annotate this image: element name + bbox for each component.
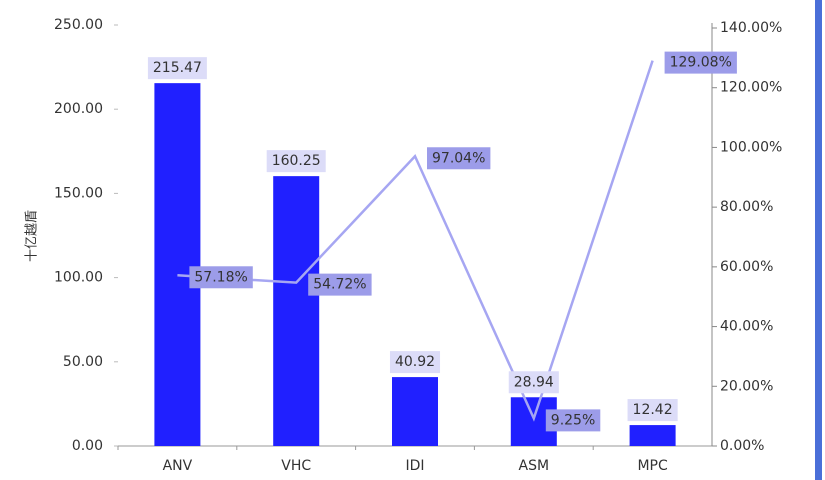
line-label: 97.04% (432, 150, 485, 166)
line-label-bg (545, 409, 601, 432)
bar-label-bg (389, 351, 441, 374)
line-label: 54.72% (313, 277, 366, 293)
bar-label-bg (627, 399, 678, 422)
y-axis-label: 十亿越盾 (25, 210, 40, 262)
y2-tick-label: 60.00% (720, 259, 773, 275)
line (177, 60, 654, 422)
y2-tick-label: 20.00% (720, 378, 773, 394)
y-tick-label: 200.00 (54, 101, 103, 117)
x-tick-label: ANV (163, 458, 193, 474)
bar-label: 28.94 (514, 374, 554, 390)
line-label-bg (308, 273, 372, 296)
line-label-bg (189, 266, 253, 289)
bar-label-bg (147, 57, 207, 80)
bar-label-bg (508, 371, 559, 394)
line-label: 57.18% (194, 269, 247, 285)
bar-label: 215.47 (153, 60, 202, 76)
line-label: 129.08% (670, 55, 732, 71)
y2-tick-label: 40.00% (720, 319, 773, 335)
bar-label: 40.92 (395, 354, 435, 370)
y2-tick-label: 140.00% (720, 20, 782, 36)
bar (273, 176, 320, 446)
x-tick-label: IDI (405, 458, 424, 474)
line-label-bg (664, 51, 737, 74)
y2-tick-label: 80.00% (720, 199, 773, 215)
line-label-bg (427, 147, 491, 170)
window-border (815, 0, 822, 480)
bar (392, 377, 438, 446)
y2-tick-label: 120.00% (720, 80, 782, 96)
bar-label: 160.25 (272, 153, 321, 169)
y2-tick-label: 0.00% (720, 438, 764, 454)
y-tick-label: 0.00 (72, 438, 103, 454)
bar-label: 12.42 (633, 402, 673, 418)
y-tick-label: 100.00 (54, 270, 103, 286)
line-label: 9.25% (551, 412, 595, 428)
y-tick-label: 250.00 (54, 17, 103, 33)
bar (154, 83, 201, 446)
x-tick-label: VHC (281, 458, 311, 474)
bar-label-bg (266, 150, 326, 173)
x-tick-label: ASM (519, 458, 550, 474)
x-tick-label: MPC (637, 458, 668, 474)
y-tick-label: 50.00 (63, 354, 103, 370)
y-tick-label: 150.00 (54, 185, 103, 201)
y2-tick-label: 100.00% (720, 139, 782, 155)
bar (629, 425, 676, 446)
